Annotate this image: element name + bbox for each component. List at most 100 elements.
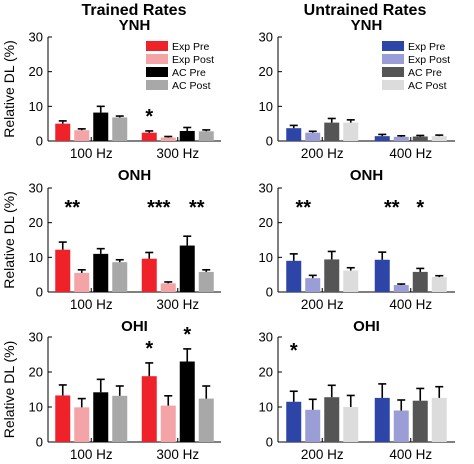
bar <box>112 117 128 141</box>
bar <box>393 410 409 442</box>
legend-swatch <box>146 80 168 90</box>
x-tick-label: 100 Hz <box>70 297 113 312</box>
bar <box>393 285 409 292</box>
bar <box>198 398 214 442</box>
bar <box>374 259 390 292</box>
y-tick-label: 0 <box>266 435 273 450</box>
bar <box>343 407 359 442</box>
significance-marker: ** <box>384 197 400 219</box>
bar <box>179 361 195 442</box>
bar <box>198 271 214 292</box>
panel-6: OHI 0 10 20 30 200 Hz 400 Hz * <box>259 318 455 462</box>
bar <box>55 123 71 141</box>
y-axis-label: Relative DL (%) <box>1 191 17 289</box>
legend-swatch <box>146 41 168 51</box>
panel-1: YNH Relative DL (%) 0 10 20 30 100 Hz 300 Hz * Ex… <box>1 17 221 161</box>
right-column-title: Untrained Rates <box>304 2 427 19</box>
x-tick-label: 100 Hz <box>70 447 113 462</box>
bar <box>343 270 359 292</box>
x-tick-label: 300 Hz <box>156 447 199 462</box>
y-tick-label: 20 <box>29 215 43 230</box>
bar <box>305 409 321 442</box>
bar <box>93 392 109 442</box>
bar <box>286 401 302 442</box>
y-tick-label: 10 <box>29 250 43 265</box>
bar <box>112 395 128 442</box>
significance-marker: * <box>290 340 298 362</box>
bar <box>412 271 428 292</box>
left-column-title: Trained Rates <box>82 2 187 19</box>
significance-marker: * <box>145 106 153 128</box>
x-tick-label: 100 Hz <box>70 146 113 161</box>
panel-title: ONH <box>350 167 383 184</box>
y-tick-label: 0 <box>266 134 273 149</box>
bar <box>198 131 214 141</box>
legend-label: AC Pre <box>408 67 442 79</box>
bar <box>141 132 157 141</box>
y-axis-label: Relative DL (%) <box>1 341 17 439</box>
bar <box>55 249 71 292</box>
legend-swatch <box>382 80 404 90</box>
x-tick-label: 400 Hz <box>389 447 432 462</box>
y-tick-label: 0 <box>36 134 43 149</box>
y-tick-label: 30 <box>29 181 43 196</box>
legend-swatch <box>382 41 404 51</box>
bar <box>74 407 90 442</box>
bar <box>374 397 390 442</box>
y-tick-label: 30 <box>259 181 273 196</box>
legend-label: Exp Post <box>172 54 214 66</box>
bar <box>74 130 90 141</box>
panel-title: OHI <box>121 318 148 335</box>
y-tick-label: 30 <box>29 30 43 45</box>
bar <box>160 283 176 292</box>
bar <box>179 245 195 292</box>
panel-title: OHI <box>353 318 380 335</box>
bar <box>141 258 157 292</box>
bar <box>324 122 340 141</box>
bar <box>412 136 428 141</box>
x-tick-label: 400 Hz <box>389 146 432 161</box>
bar <box>431 136 447 141</box>
y-tick-label: 30 <box>259 330 273 345</box>
x-tick-label: 200 Hz <box>301 146 344 161</box>
y-tick-label: 30 <box>29 330 43 345</box>
bar <box>93 112 109 141</box>
bar <box>305 132 321 141</box>
legend-swatch <box>146 67 168 77</box>
x-tick-label: 300 Hz <box>156 146 199 161</box>
legend-label: Exp Pre <box>408 41 446 53</box>
y-tick-label: 10 <box>259 99 273 114</box>
legend-swatch <box>382 54 404 64</box>
significance-marker: * <box>416 197 424 219</box>
y-tick-label: 10 <box>259 250 273 265</box>
significance-marker: *** <box>147 197 171 219</box>
y-axis-label: Relative DL (%) <box>1 40 17 138</box>
bar <box>324 259 340 292</box>
y-tick-label: 0 <box>36 435 43 450</box>
bar <box>55 395 71 442</box>
y-tick-label: 20 <box>29 365 43 380</box>
bar <box>286 260 302 292</box>
y-tick-label: 20 <box>29 64 43 79</box>
y-tick-label: 0 <box>266 285 273 300</box>
significance-marker: ** <box>295 197 311 219</box>
significance-marker: * <box>145 338 153 360</box>
bar <box>286 128 302 141</box>
x-tick-label: 400 Hz <box>389 297 432 312</box>
bar <box>74 272 90 292</box>
y-tick-label: 10 <box>29 99 43 114</box>
y-tick-label: 30 <box>259 30 273 45</box>
y-tick-label: 20 <box>259 215 273 230</box>
legend-label: AC Post <box>408 80 447 92</box>
legend-swatch <box>146 54 168 64</box>
panel-title: YNH <box>119 17 151 34</box>
bar <box>112 262 128 292</box>
legend-label: Exp Pre <box>172 41 210 53</box>
y-tick-label: 20 <box>259 365 273 380</box>
significance-marker: ** <box>64 197 80 219</box>
bar <box>431 397 447 442</box>
legend-label: AC Pre <box>172 67 206 79</box>
